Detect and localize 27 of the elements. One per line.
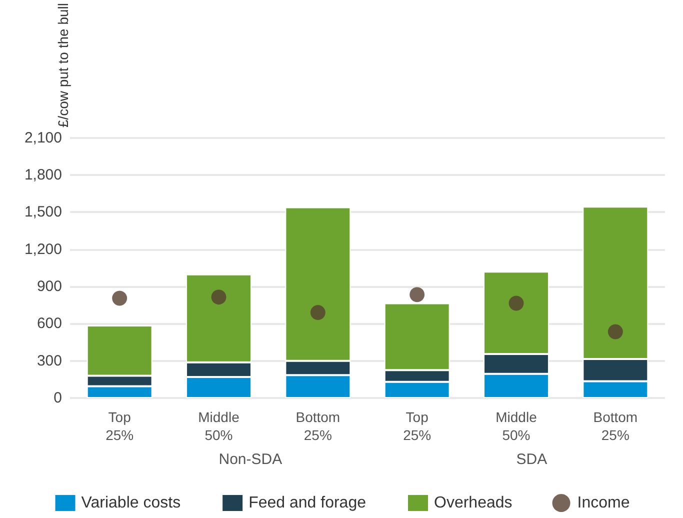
- legend-label: Income: [577, 494, 630, 512]
- y-axis-title: £/cow put to the bull: [55, 3, 71, 128]
- y-tick-label: 900: [36, 278, 62, 296]
- y-tick-label: 1,500: [24, 204, 62, 221]
- text: Non-SDA: [218, 451, 282, 468]
- y-tick-label: 2,100: [24, 129, 62, 146]
- point: [310, 305, 326, 320]
- point: [508, 296, 524, 311]
- legend-label: Variable costs: [81, 494, 181, 512]
- point: [608, 324, 623, 340]
- x-tick-label: Bottom 25%: [296, 409, 340, 443]
- y-tick-label: 1,800: [24, 166, 62, 184]
- point: [211, 290, 226, 305]
- x-tick-label: Middle 50%: [496, 409, 538, 443]
- y-tick-label: 0: [54, 390, 62, 406]
- x-tick-label: Top 25%: [106, 409, 134, 443]
- y-tick-label: 300: [36, 352, 62, 370]
- point: [410, 287, 425, 302]
- text: SDA: [516, 451, 548, 468]
- y-tick-label: 1,200: [24, 240, 62, 258]
- x-tick-label: Middle 50%: [198, 409, 240, 443]
- point: [112, 290, 128, 306]
- legend-label: Overheads: [434, 494, 512, 512]
- y-tick-label: 600: [36, 315, 62, 332]
- legend-label: Feed and forage: [248, 494, 366, 512]
- x-tick-label: Bottom 25%: [593, 409, 638, 443]
- x-tick-label: Top 25%: [403, 409, 432, 443]
